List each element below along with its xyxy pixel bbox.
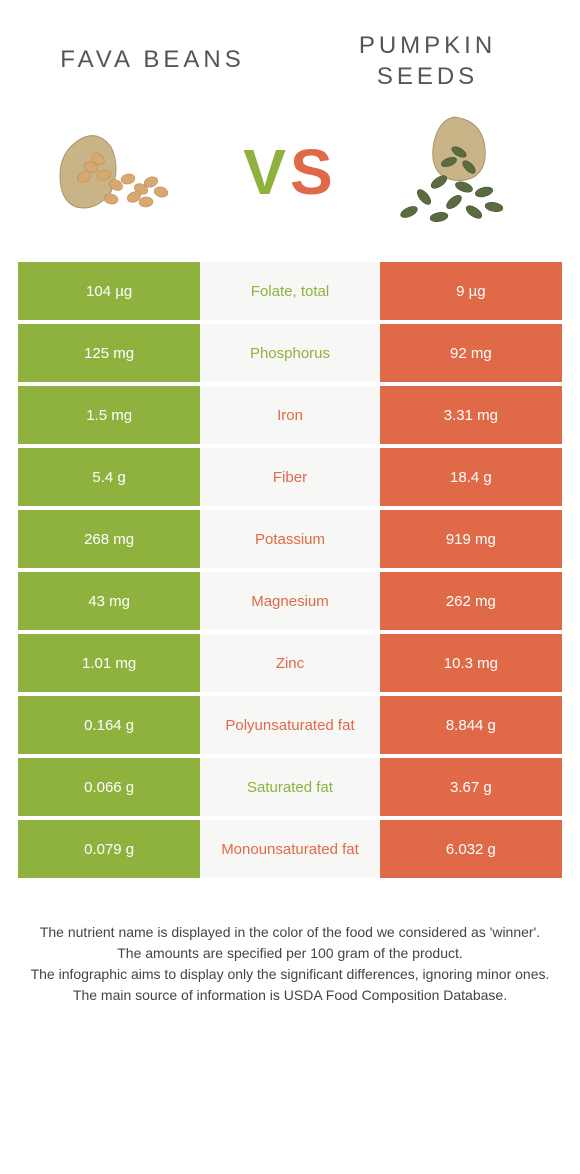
right-value-cell: 9 µg (380, 262, 562, 320)
footer-line-3: The infographic aims to display only the… (28, 964, 552, 985)
table-row: 1.01 mgZinc10.3 mg (18, 634, 562, 692)
vs-s-letter: S (290, 136, 337, 208)
table-row: 268 mgPotassium919 mg (18, 510, 562, 568)
images-row: VS (0, 102, 580, 262)
nutrient-label-cell: Polyunsaturated fat (200, 696, 380, 754)
nutrient-comparison-table: 104 µgFolate, total9 µg125 mgPhosphorus9… (18, 262, 562, 878)
right-value-cell: 8.844 g (380, 696, 562, 754)
right-food-title: PUMPKIN SEEDS (315, 30, 540, 92)
vs-v-letter: V (243, 136, 290, 208)
table-row: 0.164 gPolyunsaturated fat8.844 g (18, 696, 562, 754)
right-value-cell: 92 mg (380, 324, 562, 382)
right-value-cell: 10.3 mg (380, 634, 562, 692)
table-row: 125 mgPhosphorus92 mg (18, 324, 562, 382)
table-row: 43 mgMagnesium262 mg (18, 572, 562, 630)
right-value-cell: 919 mg (380, 510, 562, 568)
nutrient-label-cell: Zinc (200, 634, 380, 692)
nutrient-label-cell: Iron (200, 386, 380, 444)
left-value-cell: 104 µg (18, 262, 200, 320)
table-row: 0.079 gMonounsaturated fat6.032 g (18, 820, 562, 878)
nutrient-label-cell: Phosphorus (200, 324, 380, 382)
footer-line-4: The main source of information is USDA F… (28, 985, 552, 1006)
nutrient-label-cell: Saturated fat (200, 758, 380, 816)
left-value-cell: 0.164 g (18, 696, 200, 754)
left-value-cell: 1.5 mg (18, 386, 200, 444)
left-food-title: FAVA BEANS (40, 30, 265, 92)
right-value-cell: 3.67 g (380, 758, 562, 816)
left-value-cell: 0.066 g (18, 758, 200, 816)
table-row: 104 µgFolate, total9 µg (18, 262, 562, 320)
nutrient-label-cell: Monounsaturated fat (200, 820, 380, 878)
left-value-cell: 125 mg (18, 324, 200, 382)
right-value-cell: 6.032 g (380, 820, 562, 878)
footer-line-1: The nutrient name is displayed in the co… (28, 922, 552, 943)
pumpkin-seeds-image (379, 112, 529, 232)
nutrient-label-cell: Magnesium (200, 572, 380, 630)
table-row: 0.066 gSaturated fat3.67 g (18, 758, 562, 816)
left-value-cell: 268 mg (18, 510, 200, 568)
table-row: 1.5 mgIron3.31 mg (18, 386, 562, 444)
left-value-cell: 43 mg (18, 572, 200, 630)
left-value-cell: 1.01 mg (18, 634, 200, 692)
footer-notes: The nutrient name is displayed in the co… (0, 882, 580, 1026)
nutrient-label-cell: Potassium (200, 510, 380, 568)
nutrient-label-cell: Fiber (200, 448, 380, 506)
right-value-cell: 3.31 mg (380, 386, 562, 444)
footer-line-2: The amounts are specified per 100 gram o… (28, 943, 552, 964)
left-value-cell: 0.079 g (18, 820, 200, 878)
left-value-cell: 5.4 g (18, 448, 200, 506)
right-value-cell: 262 mg (380, 572, 562, 630)
right-value-cell: 18.4 g (380, 448, 562, 506)
table-row: 5.4 gFiber18.4 g (18, 448, 562, 506)
fava-beans-image (51, 112, 201, 232)
nutrient-label-cell: Folate, total (200, 262, 380, 320)
vs-label: VS (243, 135, 336, 209)
header: FAVA BEANS PUMPKIN SEEDS (0, 0, 580, 102)
